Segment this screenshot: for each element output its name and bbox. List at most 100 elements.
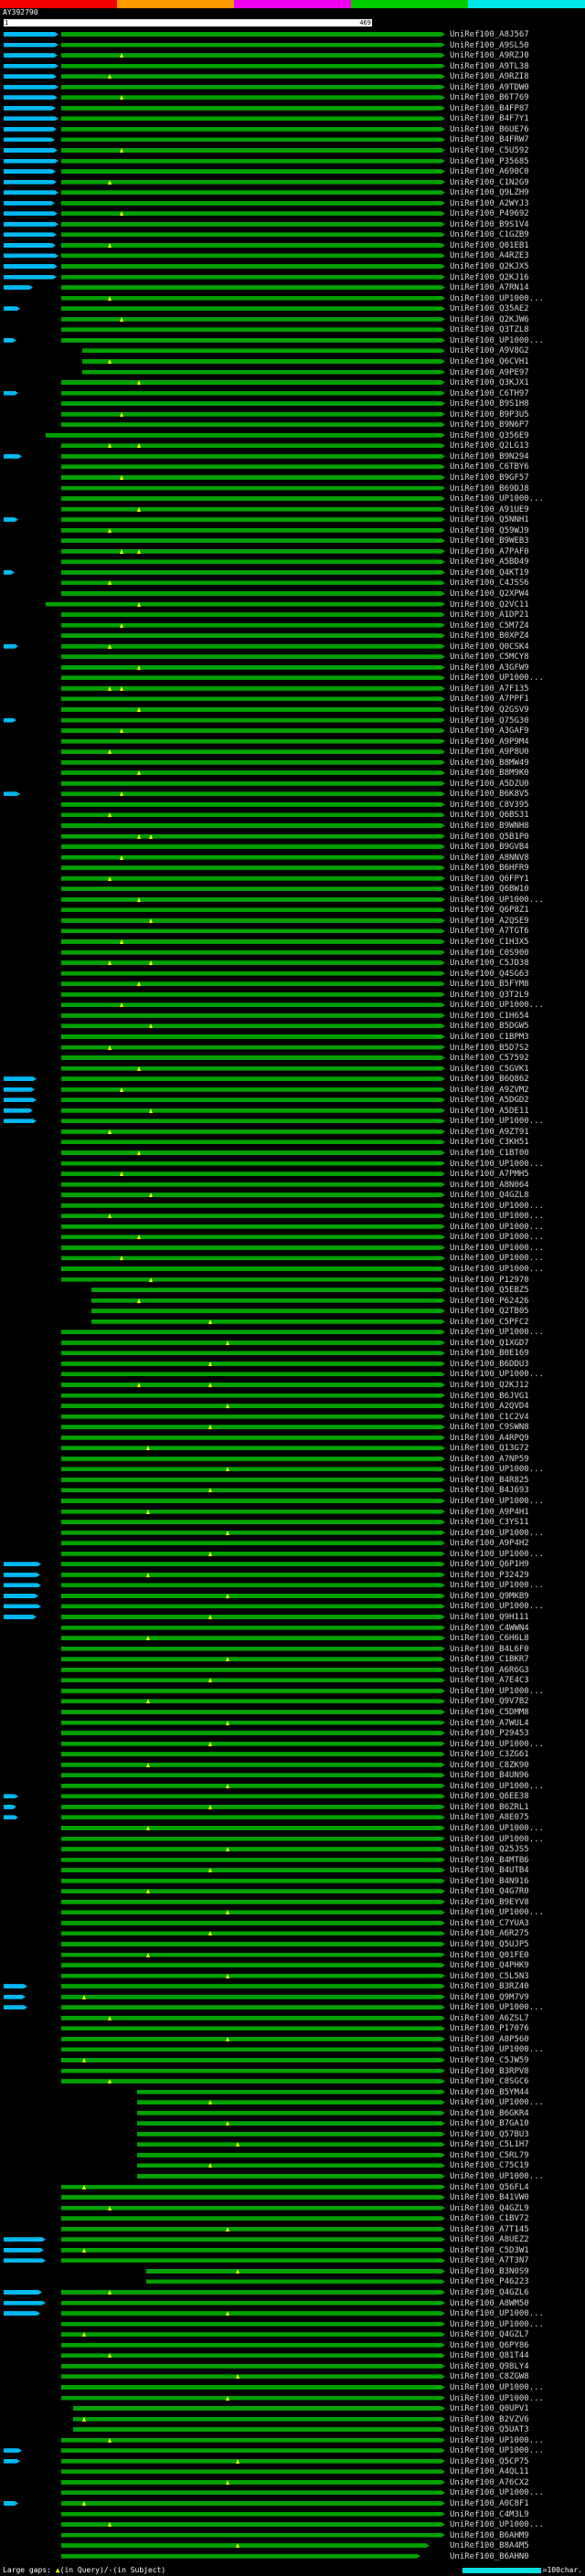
hsp-segment-high-identity[interactable] [4, 1108, 33, 1113]
hsp-segment[interactable] [61, 1341, 445, 1345]
hsp-segment-high-identity[interactable] [4, 53, 58, 58]
hit-label[interactable]: UniRef100_Q2GSV9 [450, 705, 529, 715]
hit-label[interactable]: UniRef100_C7YUA3 [450, 1918, 529, 1928]
hsp-segment[interactable] [61, 1267, 445, 1271]
hit-label[interactable]: UniRef100_B6AHM9 [450, 2530, 529, 2540]
hsp-segment-high-identity[interactable] [4, 1615, 37, 1619]
hit-label[interactable]: UniRef100_Q2KJ12 [450, 1381, 529, 1390]
hsp-segment[interactable] [61, 1224, 445, 1229]
hsp-segment[interactable] [61, 2554, 420, 2559]
hsp-segment-high-identity[interactable] [4, 644, 18, 649]
hit-label[interactable]: UniRef100_A6ZSL7 [450, 2013, 529, 2023]
hit-label[interactable]: UniRef100_B4J693 [450, 1486, 529, 1496]
hsp-segment[interactable] [61, 32, 445, 37]
hsp-segment[interactable] [61, 2374, 445, 2379]
hsp-segment-high-identity[interactable] [4, 180, 57, 185]
hit-label[interactable]: UniRef100_A2QVD4 [450, 1402, 529, 1412]
hit-label[interactable]: UniRef100_B9N6P7 [450, 420, 529, 430]
hsp-segment[interactable] [61, 928, 445, 933]
hsp-segment[interactable] [61, 2533, 445, 2538]
hsp-segment[interactable] [137, 2163, 445, 2168]
hsp-segment[interactable] [61, 275, 445, 280]
hit-label[interactable]: UniRef100_UP1000... [450, 1834, 544, 1844]
hsp-segment[interactable] [61, 517, 445, 522]
hsp-segment[interactable] [61, 570, 445, 575]
hsp-segment[interactable] [61, 665, 445, 670]
hit-label[interactable]: UniRef100_UP1000... [450, 2446, 544, 2456]
hsp-segment[interactable] [61, 2438, 445, 2443]
hit-label[interactable]: UniRef100_Q2VC11 [450, 599, 529, 610]
hsp-segment-high-identity[interactable] [4, 1604, 41, 1608]
hsp-segment[interactable] [61, 1710, 445, 1714]
hsp-segment-high-identity[interactable] [4, 718, 16, 723]
hit-label[interactable]: UniRef100_UP1000... [450, 1686, 544, 1696]
hsp-segment[interactable] [61, 580, 445, 585]
hsp-segment[interactable] [61, 2026, 445, 2030]
hit-label[interactable]: UniRef100_B5YM44 [450, 2087, 529, 2097]
hit-label[interactable]: UniRef100_C8SGC6 [450, 2077, 529, 2087]
hit-label[interactable]: UniRef100_A2WYJ3 [450, 198, 529, 208]
hit-label[interactable]: UniRef100_UP1000... [450, 1781, 544, 1791]
hsp-segment[interactable] [61, 1847, 445, 1851]
hit-label[interactable]: UniRef100_Q4G7R0 [450, 1887, 529, 1897]
hsp-segment[interactable] [61, 1097, 445, 1102]
hsp-segment[interactable] [61, 211, 445, 216]
hit-label[interactable]: UniRef100_UP1000... [450, 2382, 544, 2392]
hsp-segment[interactable] [61, 855, 445, 860]
hit-label[interactable]: UniRef100_Q5NNH1 [450, 515, 529, 525]
hsp-segment[interactable] [61, 1235, 445, 1239]
hit-label[interactable]: UniRef100_B3RZ40 [450, 1982, 529, 1992]
hsp-segment[interactable] [61, 1815, 445, 1819]
hsp-segment[interactable] [61, 1013, 445, 1018]
hit-label[interactable]: UniRef100_A9TL38 [450, 61, 529, 71]
hsp-segment[interactable] [61, 1182, 445, 1187]
hsp-segment-high-identity[interactable] [4, 1562, 41, 1566]
hsp-segment[interactable] [61, 918, 445, 923]
hsp-segment[interactable] [61, 1562, 445, 1566]
hit-label[interactable]: UniRef100_A9ZT91 [450, 1127, 529, 1137]
hit-label[interactable]: UniRef100_UP1000... [450, 2098, 544, 2108]
hit-label[interactable]: UniRef100_UP1000... [450, 1497, 544, 1507]
hsp-segment[interactable] [61, 2396, 445, 2401]
hit-label[interactable]: UniRef100_A6R6G3 [450, 1665, 529, 1675]
hsp-segment[interactable] [61, 1055, 445, 1060]
hsp-segment[interactable] [61, 739, 445, 744]
hit-label[interactable]: UniRef100_C1H654 [450, 1011, 529, 1021]
hit-label[interactable]: UniRef100_Q56FL4 [450, 2182, 529, 2192]
hit-label[interactable]: UniRef100_UP1000... [450, 1254, 544, 1264]
hsp-segment[interactable] [61, 992, 445, 997]
hit-label[interactable]: UniRef100_UP1000... [450, 1212, 544, 1222]
hit-label[interactable]: UniRef100_C5D3W1 [450, 2245, 529, 2255]
hit-label[interactable]: UniRef100_A690C0 [450, 167, 529, 177]
hit-label[interactable]: UniRef100_B6DDU3 [450, 1359, 529, 1369]
hsp-segment[interactable] [61, 876, 445, 881]
hit-label[interactable]: UniRef100_UP1000... [450, 1201, 544, 1211]
hsp-segment[interactable] [61, 1826, 445, 1830]
hit-label[interactable]: UniRef100_B7GA10 [450, 2119, 529, 2129]
hit-label[interactable]: UniRef100_Q35AE2 [450, 304, 529, 314]
hit-label[interactable]: UniRef100_Q1XGD7 [450, 1338, 529, 1348]
hit-label[interactable]: UniRef100_A9SL50 [450, 40, 529, 50]
hsp-segment[interactable] [61, 686, 445, 691]
hit-label[interactable]: UniRef100_A7E4C3 [450, 1676, 529, 1686]
hit-label[interactable]: UniRef100_P29453 [450, 1729, 529, 1739]
hit-label[interactable]: UniRef100_B6ZRL1 [450, 1802, 529, 1812]
hsp-segment[interactable] [61, 2322, 445, 2327]
hsp-segment[interactable] [61, 1277, 445, 1282]
hsp-segment[interactable] [61, 1478, 445, 1482]
hit-label[interactable]: UniRef100_B0XPZ4 [450, 631, 529, 641]
hit-label[interactable]: UniRef100_B41VW0 [450, 2193, 529, 2203]
hit-label[interactable]: UniRef100_B4FRW7 [450, 135, 529, 145]
hit-label[interactable]: UniRef100_B5DGW5 [450, 1022, 529, 1032]
hsp-segment[interactable] [73, 2406, 445, 2411]
hsp-segment[interactable] [61, 1034, 445, 1039]
hsp-segment[interactable] [61, 306, 445, 311]
hsp-segment-high-identity[interactable] [4, 222, 58, 227]
hsp-segment[interactable] [91, 1309, 445, 1313]
hit-label[interactable]: UniRef100_B4N916 [450, 1876, 529, 1886]
hsp-segment[interactable] [137, 2090, 445, 2094]
hsp-segment[interactable] [61, 2195, 445, 2200]
hit-label[interactable]: UniRef100_Q6P1H9 [450, 1560, 529, 1570]
hsp-segment[interactable] [61, 1626, 445, 1630]
hit-label[interactable]: UniRef100_B3RPV8 [450, 2066, 529, 2076]
